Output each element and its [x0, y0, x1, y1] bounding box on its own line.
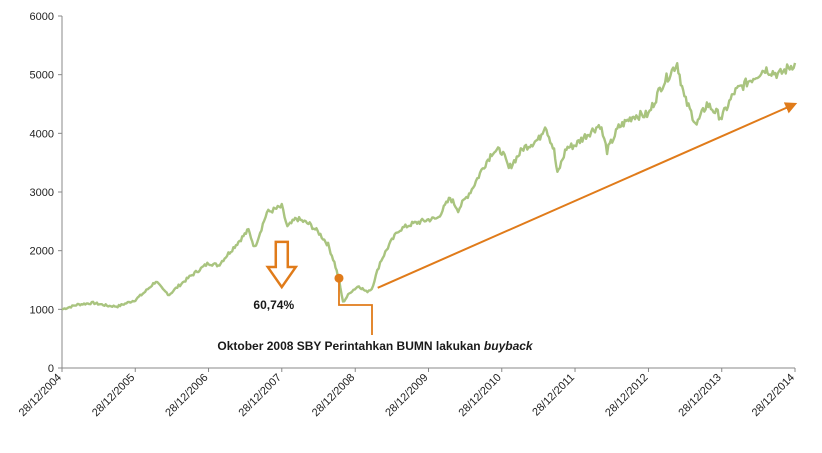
annotation-layer: 60,74% Oktober 2008 SBY Perintahkan BUMN… [217, 102, 798, 353]
x-tick-label: 28/12/2009 [383, 372, 430, 419]
x-tick-label: 28/12/2014 [750, 372, 797, 419]
y-tick-label: 0 [48, 363, 54, 375]
x-tick-label: 28/12/2008 [310, 372, 357, 419]
buyback-annotation-label: Oktober 2008 SBY Perintahkan BUMN lakuka… [217, 339, 534, 353]
x-axis: 28/12/2004 28/12/2005 28/12/2006 28/12/2007… [17, 367, 797, 419]
buyback-marker-dot [334, 273, 344, 283]
drop-arrow [265, 240, 299, 290]
buyback-annotation-italic: buyback [484, 339, 534, 353]
buyback-annotation-text: Oktober 2008 SBY Perintahkan BUMN lakuka… [217, 339, 484, 353]
x-tick-label: 28/12/2012 [603, 372, 650, 419]
y-tick-label: 4000 [30, 128, 54, 140]
x-tick-label: 28/12/2005 [90, 372, 137, 419]
series-layer [61, 62, 797, 311]
buyback-callout-line [338, 282, 373, 335]
y-tick-label: 3000 [30, 187, 54, 199]
y-tick-label: 1000 [30, 304, 54, 316]
x-tick-label: 28/12/2006 [163, 372, 210, 419]
x-tick-label: 28/12/2007 [236, 372, 283, 419]
series-line [61, 62, 797, 311]
drop-percentage-label: 60,74% [253, 298, 294, 312]
y-tick-label: 5000 [30, 70, 54, 82]
x-tick-label: 28/12/2013 [676, 372, 723, 419]
x-tick-label: 28/12/2010 [456, 372, 503, 419]
x-tick-label: 28/12/2011 [530, 372, 577, 419]
y-tick-label: 2000 [30, 246, 54, 258]
x-tick-label: 28/12/2004 [17, 372, 64, 419]
y-tick-label: 6000 [30, 11, 54, 23]
y-axis: 0 1000 2000 3000 4000 5000 6000 [30, 11, 63, 375]
trend-arrow [377, 102, 798, 289]
